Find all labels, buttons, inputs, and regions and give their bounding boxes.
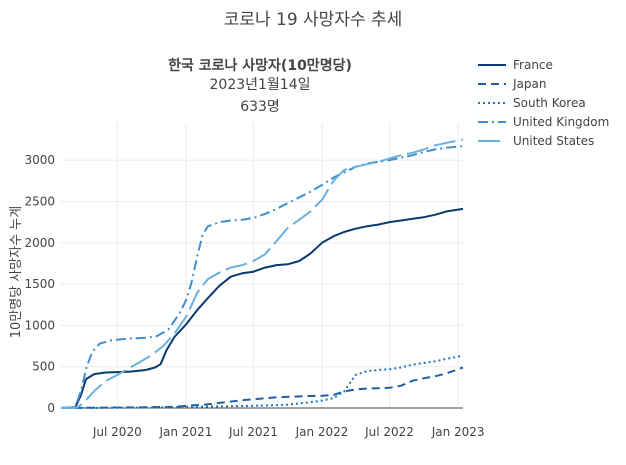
- series-line-france: [60, 207, 464, 409]
- legend-item-france[interactable]: France: [478, 58, 553, 72]
- x-tick-label: Jan 2023: [431, 425, 485, 439]
- y-tick-label: 500: [32, 360, 55, 374]
- legend-label: United Kingdom: [513, 115, 609, 129]
- y-tick-label: 0: [47, 401, 55, 415]
- y-tick-label: 1500: [24, 277, 55, 291]
- legend-label: France: [513, 58, 553, 72]
- legend-label: Japan: [512, 77, 546, 91]
- chart-title: 코로나 19 사망자수 추세: [224, 10, 403, 30]
- series-line-south-korea: [60, 354, 464, 409]
- y-tick-label: 2500: [24, 194, 55, 208]
- x-tick-label: Jul 2020: [92, 425, 142, 439]
- y-tick-label: 1000: [24, 318, 55, 332]
- annotation: 한국 코로나 사망자(10만명당) 2023년1월14일 633명: [168, 57, 352, 115]
- annotation-line-2: 2023년1월14일: [210, 77, 311, 93]
- annotation-line-1: 한국 코로나 사망자(10만명당): [168, 57, 352, 74]
- x-tick-label: Jul 2022: [364, 425, 414, 439]
- axes: 0 500 1000 1500 2000 2500 3000 Jul 2020 Jan 2021…: [24, 153, 484, 439]
- legend-label: United States: [513, 134, 594, 148]
- y-axis-label: 10만명당 사망자수 누계: [9, 206, 24, 338]
- legend-label: South Korea: [513, 96, 586, 110]
- legend[interactable]: France Japan South Korea United Kingdom Unit…: [478, 58, 609, 148]
- y-tick-label: 3000: [24, 153, 55, 167]
- series-line-united-kingdom: [60, 145, 464, 409]
- series-line-united-states: [60, 138, 464, 409]
- grid: [61, 123, 463, 408]
- legend-item-united-kingdom[interactable]: United Kingdom: [478, 115, 609, 129]
- legend-item-south-korea[interactable]: South Korea: [478, 96, 586, 110]
- legend-item-japan[interactable]: Japan: [478, 77, 546, 91]
- legend-item-united-states[interactable]: United States: [478, 134, 594, 148]
- x-tick-label: Jan 2022: [295, 425, 349, 439]
- x-tick-label: Jan 2021: [158, 425, 212, 439]
- x-tick-label: Jul 2021: [228, 425, 278, 439]
- y-tick-label: 2000: [24, 236, 55, 250]
- annotation-line-3: 633명: [240, 99, 280, 115]
- series-layer: [60, 138, 464, 409]
- series-line-japan: [60, 366, 464, 409]
- chart-title-text: 코로나 19 사망자수 추세: [224, 10, 403, 30]
